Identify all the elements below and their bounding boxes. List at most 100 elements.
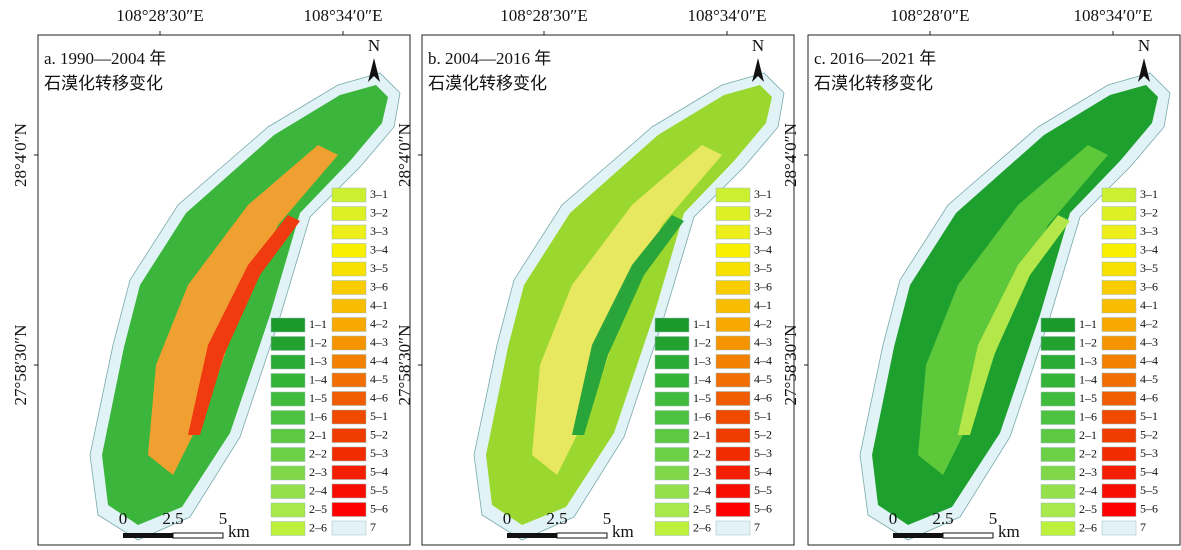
legend-label: 5–1 <box>370 409 388 423</box>
north-arrow <box>752 58 764 82</box>
legend-swatch <box>1101 224 1137 240</box>
legend-label: 4–4 <box>1140 353 1158 367</box>
legend-label: 5–4 <box>754 464 772 478</box>
map-panel: 108°28′30″E 108°34′0″E 28°4′0″N 27°58′30″N b… <box>395 6 795 546</box>
scale-label: 5 <box>603 509 612 528</box>
region-band <box>918 145 1108 475</box>
latitude-label: 28°4′0″N <box>11 123 30 187</box>
legend-swatch <box>1101 428 1137 443</box>
legend-swatch <box>715 502 751 517</box>
legend-swatch <box>1040 447 1076 462</box>
legend-label: 1–2 <box>1079 335 1097 349</box>
legend-swatch <box>331 243 367 258</box>
legend-swatch <box>331 280 367 295</box>
legend-swatch <box>1101 243 1137 258</box>
panel-title: c. 2016—2021 年 <box>814 49 936 68</box>
legend-label: 5–1 <box>1140 409 1158 423</box>
legend-swatch <box>654 317 690 333</box>
legend-label: 7 <box>1140 520 1146 534</box>
legend-label: 1–6 <box>693 409 711 423</box>
legend-label: 5–4 <box>1140 464 1158 478</box>
legend-swatch <box>331 446 367 462</box>
region-stripe <box>572 215 684 435</box>
panel-title: 石漠化转移变化 <box>428 74 547 93</box>
legend-label: 2–5 <box>1079 502 1097 516</box>
north-label: N <box>368 36 380 55</box>
legend-swatch <box>654 484 690 499</box>
legend-swatch <box>1040 410 1076 425</box>
legend-label: 2–6 <box>309 520 327 534</box>
legend-label: 1–2 <box>309 335 327 349</box>
legend-swatch <box>654 502 690 518</box>
longitude-label: 108°34′0″E <box>688 6 767 25</box>
legend-swatch <box>331 502 367 517</box>
legend-label: 3–2 <box>754 205 772 219</box>
longitude-label: 108°34′0″E <box>1074 6 1153 25</box>
legend-label: 3–5 <box>370 261 388 275</box>
legend-swatch <box>331 428 367 443</box>
scale-unit: km <box>228 522 250 541</box>
legend-label: 4–4 <box>754 353 772 367</box>
legend-swatch <box>715 520 751 536</box>
legend-label: 4–2 <box>1140 316 1158 330</box>
legend-swatch <box>715 187 751 203</box>
legend-label: 1–4 <box>693 372 711 386</box>
legend-swatch <box>1101 409 1137 425</box>
legend-label: 7 <box>370 520 376 534</box>
legend-swatch <box>331 335 367 351</box>
legend-swatch <box>1101 187 1137 203</box>
legend-label: 3–2 <box>370 205 388 219</box>
legend-label: 4–1 <box>754 298 772 312</box>
scale-unit: km <box>998 522 1020 541</box>
legend-swatch <box>1040 428 1076 444</box>
legend-swatch <box>1040 317 1076 333</box>
legend-swatch <box>715 317 751 332</box>
legend-label: 1–6 <box>1079 409 1097 423</box>
scale-bar-black <box>507 533 557 538</box>
legend-label: 2–6 <box>693 520 711 534</box>
legend-swatch <box>1101 317 1137 332</box>
north-arrow <box>368 58 380 82</box>
legend-swatch <box>1040 336 1076 351</box>
legend-swatch <box>1040 391 1076 407</box>
legend-label: 4–6 <box>370 390 388 404</box>
legend-swatch <box>715 224 751 240</box>
legend-swatch <box>1040 484 1076 499</box>
legend-swatch <box>1101 335 1137 351</box>
legend-swatch <box>270 317 306 333</box>
legend-swatch <box>331 483 367 499</box>
legend-swatch <box>331 187 367 203</box>
legend-label: 3–1 <box>754 187 772 201</box>
scale-bar-white <box>556 532 608 539</box>
panel-title: b. 2004—2016 年 <box>428 49 551 68</box>
legend-label: 3–6 <box>754 279 772 293</box>
legend-label: 2–3 <box>309 465 327 479</box>
legend-label: 1–5 <box>309 391 327 405</box>
legend-label: 1–3 <box>309 354 327 368</box>
legend-swatch <box>715 280 751 295</box>
legend-swatch <box>270 521 306 536</box>
scale-unit: km <box>612 522 634 541</box>
legend-swatch <box>1040 465 1076 481</box>
north-arrow <box>1138 58 1150 82</box>
north-label: N <box>1138 36 1150 55</box>
legend-label: 4–1 <box>370 298 388 312</box>
legend-swatch <box>715 391 751 406</box>
scale-label: 2.5 <box>162 509 183 528</box>
legend-label: 4–2 <box>754 316 772 330</box>
legend-swatch <box>654 447 690 462</box>
legend-swatch <box>654 336 690 351</box>
legend-swatch <box>1040 502 1076 518</box>
legend-label: 5–4 <box>370 464 388 478</box>
legend-label: 5–6 <box>370 501 388 515</box>
region-band <box>148 145 338 475</box>
legend-label: 1–1 <box>693 317 711 331</box>
legend-swatch <box>1101 483 1137 499</box>
legend-swatch <box>654 373 690 388</box>
legend-swatch <box>654 521 690 536</box>
legend-label: 5–5 <box>1140 483 1158 497</box>
region-band <box>532 145 722 475</box>
legend-label: 2–1 <box>309 428 327 442</box>
legend-swatch <box>270 410 306 425</box>
